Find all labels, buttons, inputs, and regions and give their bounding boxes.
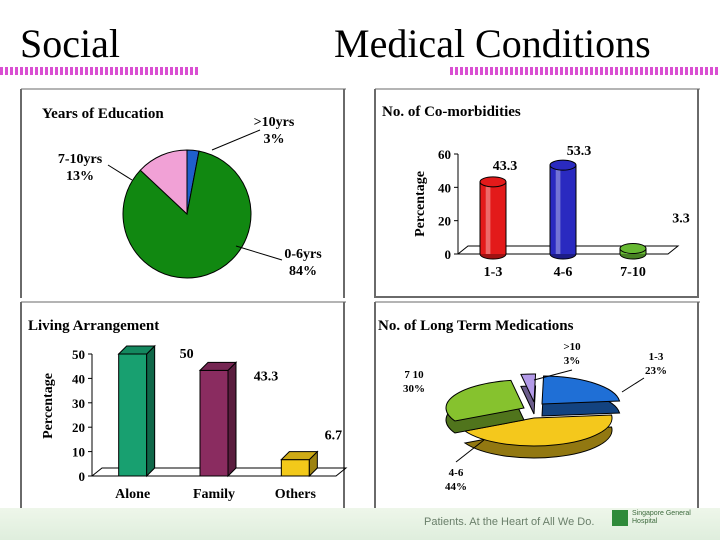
slice-percent: 3% [564,355,581,367]
leader-line [455,439,485,463]
footer-tagline: Patients. At the Heart of All We Do. [424,516,595,528]
bar-top [198,361,238,371]
x-tick-label: 7-10 [620,265,646,280]
bar-top [549,159,577,171]
medications-pie-chart: No. of Long Term Medications 1-3 23% 4-6 44%… [374,301,700,508]
slice-percent: 23% [645,365,667,377]
leader-line [621,377,645,393]
slice-label: 1-3 [649,351,664,363]
chart-floor [90,467,348,477]
bar-value-label: 43.3 [254,369,279,384]
slice-label: 7-10yrs [58,152,103,167]
bar-value-label: 50 [180,347,194,362]
y-tick-label: 20 [438,214,451,229]
heading-stripe-right [450,67,720,75]
bar-side [227,361,237,478]
slice-percent: 13% [66,169,94,184]
bar-top [479,176,507,188]
x-tick-label: Alone [115,487,150,502]
pie-slice-top [541,375,621,405]
bar-1-3 [479,176,507,260]
bar-highlight [485,181,491,254]
heading-social: Social [20,21,120,66]
y-tick-label: 10 [72,445,85,460]
y-tick-label: 50 [72,347,85,362]
pie-slice-top [445,379,525,422]
leader-line [235,245,283,261]
footer-band [0,508,720,540]
bar-top [117,345,156,355]
slice-percent: 44% [445,481,467,493]
slice-label: >10 [563,341,581,353]
pie-slice-7-10yrs [139,149,188,216]
y-tick-label: 40 [72,371,85,386]
bar-value-label: 43.3 [493,159,518,174]
bar-front [280,459,310,477]
bar-value-label: 53.3 [567,144,592,159]
x-tick-label: Family [193,487,235,502]
bar-4-6 [549,159,577,260]
slice-label: 4-6 [449,467,464,479]
heading-medical-conditions: Medical Conditions [334,21,651,66]
bar-value-label: 6.7 [325,429,343,444]
panel-medications: No. of Long Term Medications 1-3 23% 4-6 44%… [374,300,700,508]
chart-title: Years of Education [42,106,164,122]
leader-line [211,129,261,151]
living-arrangement-bar-chart: Living Arrangement 0 10 20 30 40 50 Percentage 5… [20,301,348,508]
panel-comorbidities: No. of Co-morbidities 0 20 40 60 Percentage 43… [374,88,700,298]
y-axis-label: Percentage [413,171,428,237]
pie-slice-1-3 [541,375,621,417]
heading-stripe-left [0,67,200,75]
y-axis-label: Percentage [41,373,56,439]
slice-label: 0-6yrs [284,247,322,262]
bar-highlight [555,165,561,254]
x-tick-label: Others [275,487,317,502]
panel-education: Years of Education 0-6yrs 84% 7-10yrs 13% >10… [20,88,346,298]
bar-front [118,353,148,477]
pie-slice->10 [520,373,537,415]
slice-percent: 30% [403,383,425,395]
y-tick-label: 30 [72,396,85,411]
bar-7-10 [619,243,647,260]
chart-title: No. of Long Term Medications [378,318,574,334]
bar-Others [280,450,319,478]
bar-side [146,344,156,478]
slice-label: 7 10 [404,369,424,381]
y-tick-label: 20 [72,420,85,435]
education-pie-chart: Years of Education 0-6yrs 84% 7-10yrs 13% >10… [20,88,346,298]
bar-fill [480,181,506,254]
slice-label: >10yrs [254,115,295,130]
pie-slice-4-6 [463,414,613,459]
leader-line [107,164,133,181]
y-tick-label: 40 [438,180,451,195]
bar-front [199,369,229,477]
bar-Family [198,361,238,478]
chart-title: No. of Co-morbidities [382,104,521,120]
leader-line [533,369,573,381]
chart-floor [456,245,680,255]
bar-Alone [117,344,156,478]
slice-percent: 84% [289,264,317,279]
comorbidities-bar-chart: No. of Co-morbidities 0 20 40 60 Percentage 43… [374,88,700,298]
pie-slice-top [463,414,613,447]
panel-living: Living Arrangement 0 10 20 30 40 50 Percentage 5… [20,300,348,508]
y-tick-label: 0 [445,247,452,262]
x-tick-label: 1-3 [484,265,503,280]
bar-top [619,243,647,254]
pie-slice-top [520,373,537,403]
bar-fill [550,165,576,254]
hospital-logo-icon [612,510,628,526]
chart-title: Living Arrangement [28,318,159,334]
y-tick-label: 60 [438,147,451,162]
bar-top [280,451,319,461]
x-tick-label: 4-6 [554,265,573,280]
slice-percent: 3% [264,132,285,147]
hospital-logo-text: Singapore General Hospital [632,510,691,525]
y-tick-label: 0 [79,469,86,484]
bar-value-label: 3.3 [672,212,690,227]
pie-slice-7 10 [445,379,525,434]
